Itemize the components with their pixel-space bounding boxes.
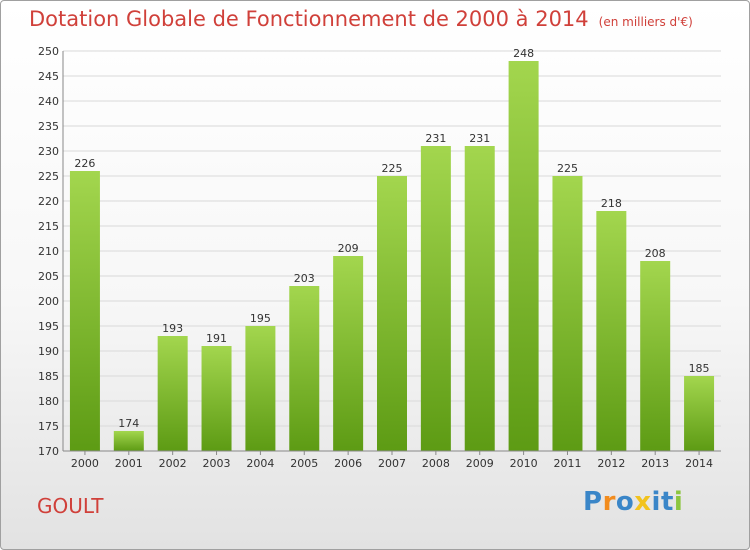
data-label: 185 bbox=[689, 362, 710, 375]
bar-2000 bbox=[69, 171, 100, 451]
x-tick-labels: 2000 2001 2002 2003 2004 2005 2006 2007 2008 2009… bbox=[71, 457, 713, 470]
commune-name: GOULT bbox=[37, 494, 104, 518]
x-tick-label: 2014 bbox=[685, 457, 713, 470]
bar-2013 bbox=[640, 261, 671, 451]
bar-2009 bbox=[464, 146, 495, 451]
x-tick-label: 2009 bbox=[466, 457, 494, 470]
y-tick-labels: 170 175 180 185 190 195 200 205 210 215 220 225 230 2… bbox=[38, 45, 59, 458]
data-label: 218 bbox=[601, 197, 622, 210]
y-tick-label: 205 bbox=[38, 270, 59, 283]
bar-2005 bbox=[289, 286, 320, 451]
y-tick-label: 225 bbox=[38, 170, 59, 183]
bar-2003 bbox=[201, 346, 232, 451]
data-label: 195 bbox=[250, 312, 271, 325]
y-tick-label: 250 bbox=[38, 45, 59, 58]
y-tick-label: 235 bbox=[38, 120, 59, 133]
y-tick-label: 185 bbox=[38, 370, 59, 383]
bar-2007 bbox=[377, 176, 407, 451]
bar-2006 bbox=[333, 256, 364, 451]
x-tick-label: 2007 bbox=[378, 457, 406, 470]
y-tick-label: 195 bbox=[38, 320, 59, 333]
x-tick-label: 2012 bbox=[597, 457, 625, 470]
data-label: 225 bbox=[382, 162, 403, 175]
y-tick-label: 230 bbox=[38, 145, 59, 158]
logo-letter: o bbox=[615, 487, 635, 517]
bar-2011 bbox=[552, 176, 583, 451]
x-tick-label: 2001 bbox=[115, 457, 143, 470]
bar-2008 bbox=[420, 146, 451, 451]
y-tick-label: 215 bbox=[38, 220, 59, 233]
bar-2001 bbox=[113, 431, 144, 451]
y-tick-label: 210 bbox=[38, 245, 59, 258]
bar-2002 bbox=[157, 336, 188, 451]
y-tick-label: 170 bbox=[38, 445, 59, 458]
data-label: 208 bbox=[645, 247, 666, 260]
data-label: 231 bbox=[425, 132, 446, 145]
x-tick-label: 2011 bbox=[553, 457, 581, 470]
x-tick-label: 2006 bbox=[334, 457, 362, 470]
x-tick-label: 2008 bbox=[422, 457, 450, 470]
data-label: 226 bbox=[74, 157, 95, 170]
logo-letter: i bbox=[651, 487, 661, 517]
y-tick-label: 220 bbox=[38, 195, 59, 208]
y-tick-label: 190 bbox=[38, 345, 59, 358]
axes bbox=[62, 51, 721, 455]
bar-2014 bbox=[684, 376, 715, 451]
data-label: 191 bbox=[206, 332, 227, 345]
y-tick-label: 175 bbox=[38, 420, 59, 433]
bar-2012 bbox=[596, 211, 627, 451]
title-main: Dotation Globale de Fonctionnement de 20… bbox=[29, 7, 589, 31]
x-tick-label: 2000 bbox=[71, 457, 99, 470]
data-labels: 226 174 193 191 195 203 209 225 231 231 248 225 218 2… bbox=[74, 47, 709, 430]
data-label: 225 bbox=[557, 162, 578, 175]
logo-letter: r bbox=[602, 487, 616, 517]
x-tick-label: 2004 bbox=[246, 457, 274, 470]
y-tick-label: 240 bbox=[38, 95, 59, 108]
x-tick-label: 2002 bbox=[159, 457, 187, 470]
x-tick-label: 2010 bbox=[510, 457, 538, 470]
y-tick-label: 245 bbox=[38, 70, 59, 83]
data-label: 231 bbox=[469, 132, 490, 145]
bar-2004 bbox=[245, 326, 276, 451]
x-tick-label: 2005 bbox=[290, 457, 318, 470]
y-tick-label: 180 bbox=[38, 395, 59, 408]
bars bbox=[69, 61, 715, 451]
logo-letter: x bbox=[634, 487, 652, 517]
data-label: 203 bbox=[294, 272, 315, 285]
data-label: 174 bbox=[118, 417, 139, 430]
x-tick-label: 2003 bbox=[203, 457, 231, 470]
data-label: 209 bbox=[338, 242, 359, 255]
logo-letter: i bbox=[673, 487, 684, 517]
bar-2010 bbox=[508, 61, 539, 451]
y-tick-label: 200 bbox=[38, 295, 59, 308]
x-tick-label: 2013 bbox=[641, 457, 669, 470]
logo-letter: t bbox=[660, 487, 674, 517]
title-unit: (en milliers d'€) bbox=[598, 15, 693, 29]
proxiti-logo: Proxiti bbox=[583, 487, 683, 517]
chart-title: Dotation Globale de Fonctionnement de 20… bbox=[29, 7, 693, 31]
logo-letter: P bbox=[583, 487, 603, 517]
data-label: 193 bbox=[162, 322, 183, 335]
data-label: 248 bbox=[513, 47, 534, 60]
